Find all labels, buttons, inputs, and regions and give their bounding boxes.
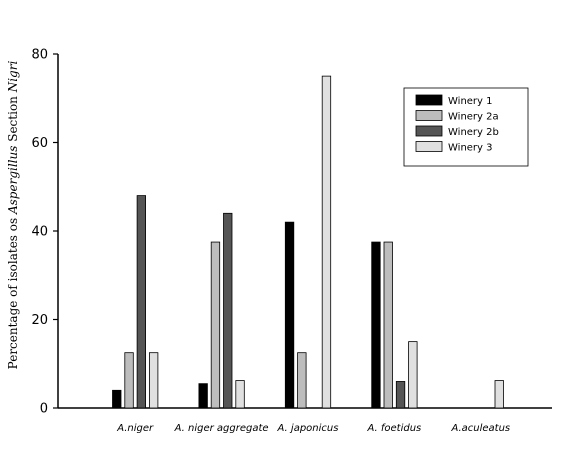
bar	[395, 381, 406, 409]
y-axis: 0 20 40 60 80	[31, 48, 59, 417]
y-axis-label-part1: Percentage of isolates os	[6, 214, 20, 369]
bar	[383, 241, 393, 409]
y-tick-label: 0	[40, 402, 48, 417]
bar	[198, 383, 208, 409]
bar	[371, 241, 381, 409]
bar	[136, 195, 147, 409]
bar	[223, 212, 233, 409]
x-tick-label: A.niger	[116, 423, 154, 434]
x-tick-label: A. niger aggregate	[174, 423, 269, 434]
legend-label: Winery 2b	[448, 127, 499, 138]
x-axis: A.niger A. niger aggregate A. japonicus A. …	[58, 407, 552, 434]
x-tick-label: A. japonicus	[277, 423, 339, 434]
legend-label: Winery 1	[448, 96, 493, 107]
y-tick-label: 40	[31, 225, 48, 240]
legend: Winery 1 Winery 2a Winery 2b Winery 3	[403, 87, 529, 167]
legend-swatch	[415, 94, 443, 106]
x-ticks: A.niger A. niger aggregate A. japonicus A. …	[116, 423, 510, 434]
bar	[494, 380, 504, 409]
bar	[408, 341, 418, 409]
y-tick-label: 20	[31, 313, 48, 328]
y-tick-label: 80	[31, 48, 48, 63]
y-axis-label-part2: Aspergillus	[6, 146, 20, 215]
y-axis-label-part3: Section	[6, 92, 20, 145]
bar	[148, 352, 159, 409]
x-tick-label: A.aculeatus	[450, 423, 510, 434]
legend-swatch	[415, 110, 443, 121]
bar	[124, 352, 134, 409]
bar	[235, 380, 245, 409]
bar	[210, 241, 221, 409]
bar	[284, 221, 295, 409]
y-tick-label: 60	[31, 136, 48, 151]
x-tick-label: A. foetidus	[367, 423, 422, 434]
legend-swatch	[415, 125, 443, 137]
bar	[297, 352, 307, 409]
bars	[112, 75, 504, 409]
legend-label: Winery 2a	[448, 112, 499, 123]
bar	[112, 389, 122, 409]
legend-swatch	[415, 141, 443, 152]
y-axis-label: Percentage of isolates os Aspergillus Se…	[6, 61, 20, 370]
bar	[321, 75, 332, 409]
y-axis-label-part4: Nigri	[6, 61, 20, 94]
legend-label: Winery 3	[448, 143, 493, 154]
y-ticks: 0 20 40 60 80	[31, 48, 58, 417]
